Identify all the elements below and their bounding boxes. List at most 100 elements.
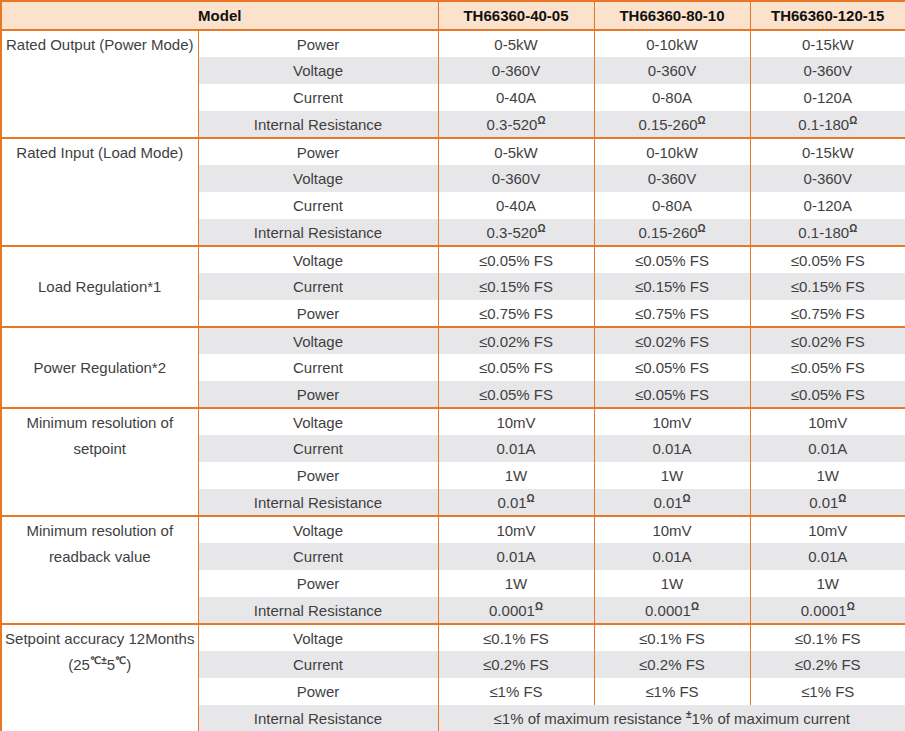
value-cell-col1: 0-360V bbox=[438, 57, 594, 84]
value-cell-col2: ≤0.05% FS bbox=[594, 381, 750, 408]
param-cell: Internal Resistance bbox=[198, 489, 438, 516]
group-label-line: Load Regulation*1 bbox=[5, 274, 195, 300]
value-cell-col3: 0.01A bbox=[750, 435, 905, 462]
value-cell-col1: ≤0.02% FS bbox=[438, 327, 594, 354]
group-label-line: Setpoint accuracy 12Months bbox=[5, 626, 195, 652]
value-cell-col3: 0-15kW bbox=[750, 138, 905, 165]
group-label-min-resolution-setpoint: Minimum resolution ofsetpoint bbox=[1, 408, 198, 516]
model-column-header-2: TH66360-80-10 bbox=[594, 1, 750, 30]
param-cell: Voltage bbox=[198, 57, 438, 84]
value-cell-col3: 0.1-180Ω bbox=[750, 219, 905, 246]
value-cell-col2: ≤0.75% FS bbox=[594, 300, 750, 327]
value-cell-col3: 0.0001Ω bbox=[750, 597, 905, 624]
value-cell-col3: ≤0.15% FS bbox=[750, 273, 905, 300]
param-cell: Current bbox=[198, 354, 438, 381]
value-cell-col3: ≤0.05% FS bbox=[750, 354, 905, 381]
value-cell-col3: 0.01A bbox=[750, 543, 905, 570]
superscript-text: Ω bbox=[838, 493, 846, 504]
value-cell-col2: 10mV bbox=[594, 516, 750, 543]
param-cell: Voltage bbox=[198, 624, 438, 651]
table-row: Rated Input (Load Mode)Power0-5kW0-10kW0… bbox=[1, 138, 905, 165]
value-cell-col1: 1W bbox=[438, 462, 594, 489]
value-cell-col3: ≤0.02% FS bbox=[750, 327, 905, 354]
value-cell-col1: 0-40A bbox=[438, 192, 594, 219]
superscript-text: ℃± bbox=[90, 655, 107, 666]
value-cell-col1: 0-5kW bbox=[438, 138, 594, 165]
value-cell-col2: 0-80A bbox=[594, 84, 750, 111]
value-cell-col1: 0-40A bbox=[438, 84, 594, 111]
param-cell: Voltage bbox=[198, 165, 438, 192]
param-cell: Internal Resistance bbox=[198, 705, 438, 731]
value-cell-col3: 0.1-180Ω bbox=[750, 111, 905, 138]
group-label-line: Power Regulation*2 bbox=[5, 355, 195, 381]
value-cell-col1: 0.01A bbox=[438, 435, 594, 462]
value-cell-col1: 0.3-520Ω bbox=[438, 219, 594, 246]
group-power-regulation: Power Regulation*2Voltage≤0.02% FS≤0.02%… bbox=[1, 327, 905, 408]
param-cell: Power bbox=[198, 138, 438, 165]
superscript-text: Ω bbox=[537, 223, 545, 234]
value-cell-col2: 1W bbox=[594, 570, 750, 597]
group-rated-input-load-mode: Rated Input (Load Mode)Power0-5kW0-10kW0… bbox=[1, 138, 905, 246]
superscript-text: Ω bbox=[527, 493, 535, 504]
superscript-text: Ω bbox=[849, 223, 857, 234]
value-cell-col2: ≤0.05% FS bbox=[594, 354, 750, 381]
value-cell-col1: ≤0.05% FS bbox=[438, 246, 594, 273]
group-setpoint-accuracy: Setpoint accuracy 12Months(25℃±5℃)Voltag… bbox=[1, 624, 905, 731]
value-cell-col2: ≤0.02% FS bbox=[594, 327, 750, 354]
superscript-text: Ω bbox=[698, 223, 706, 234]
value-cell-col3: ≤0.05% FS bbox=[750, 246, 905, 273]
param-cell: Power bbox=[198, 300, 438, 327]
model-column-header-3: TH66360-120-15 bbox=[750, 1, 905, 30]
value-cell-col2: 1W bbox=[594, 462, 750, 489]
table-row: Power Regulation*2Voltage≤0.02% FS≤0.02%… bbox=[1, 327, 905, 354]
superscript-text: Ω bbox=[691, 601, 699, 612]
value-cell-col1: ≤0.05% FS bbox=[438, 381, 594, 408]
table-row: Load Regulation*1Voltage≤0.05% FS≤0.05% … bbox=[1, 246, 905, 273]
spec-sheet-page: Model TH66360-40-05TH66360-80-10TH66360-… bbox=[0, 0, 905, 731]
param-cell: Current bbox=[198, 543, 438, 570]
param-cell: Current bbox=[198, 84, 438, 111]
superscript-text: ℃ bbox=[115, 655, 126, 666]
value-cell-col1: 0.01A bbox=[438, 543, 594, 570]
value-cell-col2: 10mV bbox=[594, 408, 750, 435]
value-cell-merged: ≤1% of maximum resistance ±1% of maximum… bbox=[438, 705, 905, 731]
group-label-line: Minimum resolution of bbox=[5, 518, 195, 544]
group-label-line: (25℃±5℃) bbox=[5, 652, 195, 678]
value-cell-col3: 1W bbox=[750, 570, 905, 597]
group-min-resolution-readback: Minimum resolution ofreadback valueVolta… bbox=[1, 516, 905, 624]
group-label-line: Rated Output (Power Mode) bbox=[5, 32, 195, 58]
value-cell-col3: 0-360V bbox=[750, 57, 905, 84]
value-cell-col3: 0-360V bbox=[750, 165, 905, 192]
value-cell-col2: 0.01A bbox=[594, 435, 750, 462]
value-cell-col3: ≤0.05% FS bbox=[750, 381, 905, 408]
value-cell-col1: 10mV bbox=[438, 516, 594, 543]
value-cell-col3: ≤1% FS bbox=[750, 678, 905, 705]
group-min-resolution-setpoint: Minimum resolution ofsetpointVoltage10mV… bbox=[1, 408, 905, 516]
superscript-text: Ω bbox=[535, 601, 543, 612]
param-cell: Current bbox=[198, 435, 438, 462]
value-cell-col2: ≤0.1% FS bbox=[594, 624, 750, 651]
superscript-text: Ω bbox=[698, 115, 706, 126]
header-row: Model TH66360-40-05TH66360-80-10TH66360-… bbox=[1, 1, 905, 30]
group-label-line: Minimum resolution of bbox=[5, 410, 195, 436]
value-cell-col2: 0-10kW bbox=[594, 138, 750, 165]
param-cell: Power bbox=[198, 462, 438, 489]
value-cell-col2: ≤1% FS bbox=[594, 678, 750, 705]
value-cell-col3: 0.01Ω bbox=[750, 489, 905, 516]
value-cell-col2: 0-360V bbox=[594, 57, 750, 84]
value-cell-col2: ≤0.2% FS bbox=[594, 651, 750, 678]
value-cell-col3: 0-120A bbox=[750, 192, 905, 219]
table-row: Minimum resolution ofsetpointVoltage10mV… bbox=[1, 408, 905, 435]
superscript-text: Ω bbox=[849, 115, 857, 126]
table-row: Minimum resolution ofreadback valueVolta… bbox=[1, 516, 905, 543]
group-label-power-regulation: Power Regulation*2 bbox=[1, 327, 198, 408]
param-cell: Power bbox=[198, 678, 438, 705]
value-cell-col1: 0-360V bbox=[438, 165, 594, 192]
param-cell: Power bbox=[198, 381, 438, 408]
group-label-rated-output-power-mode: Rated Output (Power Mode) bbox=[1, 30, 198, 138]
group-label-line: readback value bbox=[5, 544, 195, 570]
value-cell-col2: 0-360V bbox=[594, 165, 750, 192]
value-cell-col1: ≤0.75% FS bbox=[438, 300, 594, 327]
param-cell: Current bbox=[198, 273, 438, 300]
group-label-line: setpoint bbox=[5, 436, 195, 462]
